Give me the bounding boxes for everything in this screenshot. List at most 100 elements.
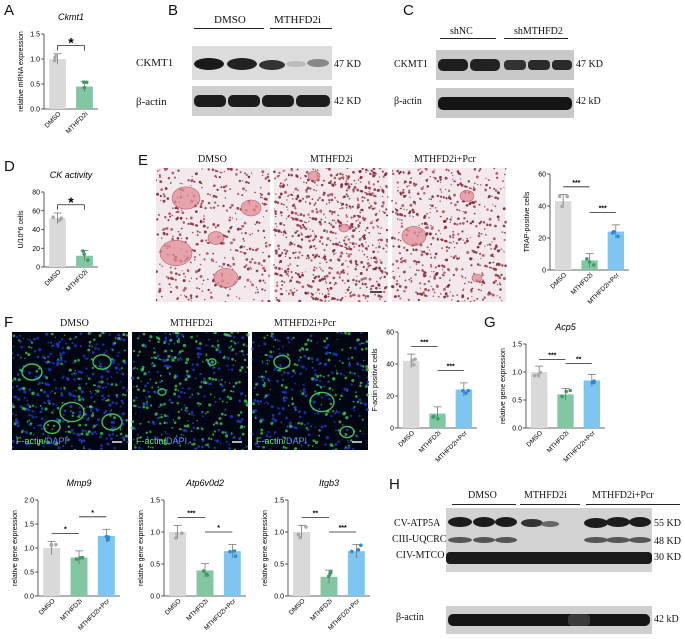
bar <box>555 201 572 270</box>
fluo-label-factin: F-actin <box>136 436 164 446</box>
y-tick-label: 0.0 <box>24 594 34 601</box>
chart-title: Ckmt1 <box>58 12 84 22</box>
blot-b-row-1-kd: 47 KD <box>334 59 361 70</box>
data-point <box>52 58 57 63</box>
blot-c-row-2-name: β-actin <box>394 96 422 107</box>
y-axis-label: relative gene expression <box>500 348 507 424</box>
x-tick-label: DMSO <box>38 598 57 617</box>
data-point <box>82 252 86 256</box>
data-point <box>410 358 414 363</box>
bar <box>320 576 338 596</box>
significance-label: * <box>64 527 67 534</box>
y-axis-label: relative gene expression <box>138 510 145 586</box>
y-tick-label: 60 <box>538 172 546 179</box>
y-tick-label: 0.5 <box>24 570 34 577</box>
micro-f-label-1: DMSO <box>60 318 89 329</box>
significance-label: * <box>68 194 74 210</box>
bar <box>531 372 548 428</box>
blot-c: shNC shMTHFD2 CKMT1 β-actin 47 KD 42 kD <box>394 24 634 124</box>
data-point <box>436 416 440 421</box>
data-point <box>298 535 302 540</box>
micrographs-f: DMSO MTHFD2i MTHFD2i+Pcr F-actin/DAPI F-… <box>12 318 372 468</box>
micro-e-label-3: MTHFD2i+Pcr <box>414 154 476 165</box>
data-point <box>431 415 435 419</box>
y-tick-label: 40 <box>32 227 40 234</box>
y-tick-label: 1.5 <box>512 342 522 349</box>
blot-c-row-1-kd: 47 KD <box>576 59 603 70</box>
blot-h: DMSO MTHFD2i MTHFD2i+Pcr CV-ATP5A CIII-U… <box>392 486 684 636</box>
data-point <box>464 391 468 395</box>
significance-label: *** <box>339 525 347 532</box>
significance-label: *** <box>599 205 607 212</box>
x-tick-label: MTHFD2i <box>570 272 595 297</box>
data-point <box>174 536 178 540</box>
chart-ckmt1: Ckmt1 relative mRNA expression 0.0 0.5 1.0 1.… <box>18 12 98 135</box>
x-tick-label: MTHFD2i <box>418 430 443 455</box>
chart-acp5: Acp5 relative gene expression 0.0 0.5 1.0 1.5… <box>500 322 605 464</box>
y-axis-label: relative mRNA expression <box>18 31 25 112</box>
fluo-label-factin: F-actin <box>16 436 44 446</box>
data-point <box>616 234 620 239</box>
bar <box>196 570 214 596</box>
fluo-label-1: F-actin/DAPI <box>16 436 68 446</box>
data-point <box>201 569 206 573</box>
blot-h-group-3: MTHFD2i+Pcr <box>592 490 654 501</box>
group-bar <box>194 28 264 29</box>
blot-c-group-2: shMTHFD2 <box>514 26 563 37</box>
y-tick-label: 20 <box>538 236 546 243</box>
bar <box>347 551 365 596</box>
micro-f-label-2: MTHFD2i <box>170 318 213 329</box>
data-point <box>466 388 471 393</box>
bar <box>455 389 472 428</box>
y-tick-label: 60 <box>32 208 40 215</box>
blot-h-group-2: MTHFD2i <box>524 490 567 501</box>
x-tick-label: MTHFD2i <box>65 269 90 294</box>
bar <box>293 532 311 596</box>
y-tick-label: 1.0 <box>274 530 284 537</box>
fluorescence-image <box>12 332 129 450</box>
y-tick-label: 1.5 <box>150 498 160 505</box>
group-bar <box>520 504 580 505</box>
data-point <box>557 194 562 199</box>
y-tick-label: 80 <box>32 190 40 197</box>
data-point <box>81 80 86 84</box>
data-point <box>585 257 589 261</box>
y-tick-label: 20 <box>32 246 40 253</box>
data-point <box>560 394 564 399</box>
y-tick-label: 0.0 <box>274 594 284 601</box>
x-tick-label: DMSO <box>288 598 307 617</box>
blot-h-row-2-name: CIII-UQCRC2 <box>392 534 452 545</box>
data-point <box>57 218 62 223</box>
y-tick-label: 1.5 <box>30 32 40 39</box>
y-tick-label: 0 <box>542 268 546 275</box>
panel-letter-h: H <box>389 476 400 493</box>
y-tick-label: 1.0 <box>512 370 522 377</box>
significance-label: *** <box>548 352 556 359</box>
data-point <box>175 532 179 536</box>
bar <box>70 557 88 596</box>
fluorescence-image <box>251 332 370 450</box>
y-tick-label: 1.0 <box>30 57 40 64</box>
data-point <box>106 537 110 542</box>
y-tick-label: 0.5 <box>150 562 160 569</box>
data-point <box>538 370 543 375</box>
fluo-label-3: F-actin/DAPI <box>256 436 308 446</box>
data-point <box>536 373 541 377</box>
panel-letter-a: A <box>4 2 15 19</box>
y-tick-label: 0.5 <box>274 562 284 569</box>
y-tick-label: 20 <box>386 394 394 401</box>
x-tick-label: MTHFD2i <box>546 430 571 455</box>
fluo-label-dapi: DAPI <box>286 436 308 446</box>
trap-image <box>390 168 508 302</box>
data-point <box>326 574 331 579</box>
blot-c-group-1: shNC <box>450 26 473 37</box>
chart-title: Acp5 <box>554 322 577 332</box>
chart-ck-activity: CK activity U/10^6 cells 0 20 40 60 80 DMSO MTHF… <box>18 170 98 294</box>
data-point <box>53 55 57 60</box>
data-point <box>592 380 596 385</box>
data-point <box>106 535 111 539</box>
blot-b-group-1: DMSO <box>214 14 246 26</box>
panel-letter-b: B <box>168 2 179 19</box>
y-tick-label: 0.5 <box>512 398 522 405</box>
significance-label: *** <box>187 511 195 518</box>
